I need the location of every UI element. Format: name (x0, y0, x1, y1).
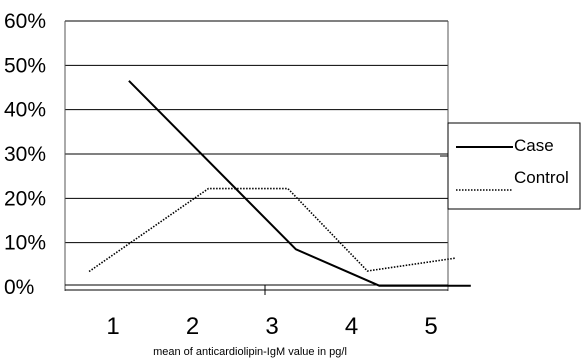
y-tick-label: 60% (4, 10, 46, 33)
y-tick-label: 0% (4, 276, 34, 299)
axes (64, 21, 449, 295)
y-tick-label: 40% (4, 99, 46, 122)
series-line-control (88, 187, 455, 273)
legend: Case Control (447, 122, 581, 210)
legend-label-control: Control (514, 168, 569, 187)
series-line-case (128, 80, 471, 287)
x-tick-label: 2 (186, 313, 199, 340)
legend-box (447, 122, 581, 210)
y-tick-label: 50% (4, 54, 46, 77)
x-tick-label: 4 (345, 313, 358, 340)
y-tick-label: 30% (4, 143, 46, 166)
y-axis-tick-labels: 0% 10% 20% 30% 40% 50% 60% (4, 10, 46, 299)
legend-label-case: Case (514, 136, 554, 155)
x-axis-label: mean of anticardiolipin-IgM value in pg/… (153, 346, 347, 358)
x-tick-label: 5 (424, 313, 437, 340)
x-tick-label: 3 (265, 313, 278, 340)
x-axis-tick-labels: 1 2 3 4 5 (106, 313, 437, 340)
y-tick-label: 20% (4, 187, 46, 210)
series-lines (88, 80, 471, 287)
y-tick-label: 10% (4, 232, 46, 255)
grid-lines (65, 20, 448, 244)
x-tick-label: 1 (106, 313, 119, 340)
